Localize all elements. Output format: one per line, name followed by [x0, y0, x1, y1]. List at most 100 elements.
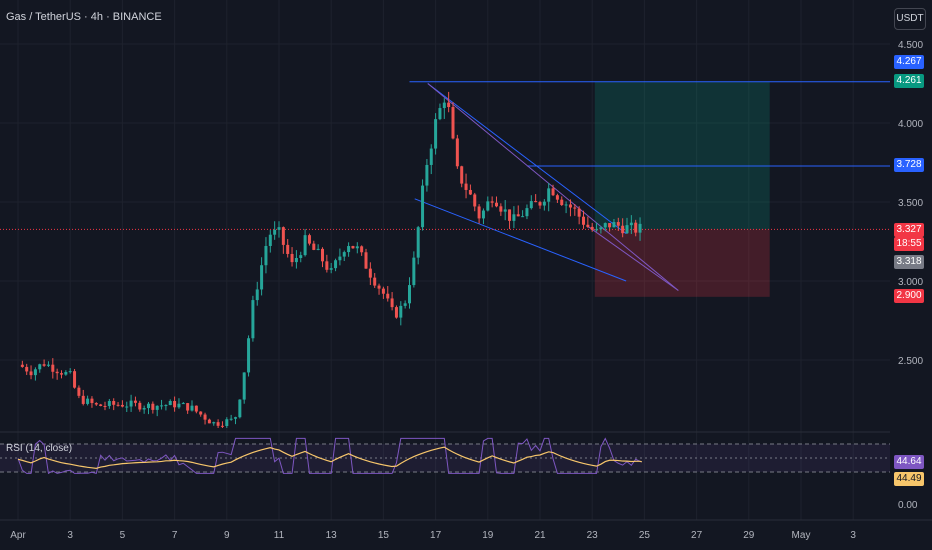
candle-body: [155, 405, 159, 410]
x-tick-label: 23: [587, 530, 599, 541]
candle-body: [103, 405, 107, 407]
candle-body: [542, 201, 546, 206]
candle-body: [125, 406, 129, 408]
candle-body: [142, 408, 146, 410]
candle-body: [555, 195, 559, 200]
x-tick-label: 27: [691, 530, 703, 541]
candle-body: [595, 229, 599, 231]
candle-body: [64, 372, 68, 375]
candle-body: [334, 260, 338, 269]
candle-body: [255, 289, 259, 301]
candle-body: [521, 216, 525, 218]
candle-body: [316, 248, 320, 250]
candle-body: [490, 201, 494, 203]
candle-body: [203, 414, 207, 420]
x-tick-label: 19: [482, 530, 494, 541]
candle-body: [25, 366, 29, 372]
candle-body: [29, 371, 33, 376]
x-tick-label: 21: [534, 530, 546, 541]
candle-body: [20, 364, 24, 367]
candle-body: [160, 405, 164, 407]
x-tick-label: 7: [172, 530, 178, 541]
candle-body: [268, 234, 272, 246]
candle-body: [190, 405, 194, 411]
price-tag-stop: 2.900: [894, 289, 924, 303]
candle-body: [612, 222, 616, 228]
x-tick-label: 15: [378, 530, 390, 541]
price-tag-level: 3.728: [894, 158, 924, 172]
candle-body: [582, 216, 585, 225]
candle-body: [207, 419, 211, 424]
candle-body: [364, 252, 368, 269]
x-tick-label: 29: [743, 530, 755, 541]
wedge-lower-line: [414, 198, 627, 282]
candle-body: [112, 401, 116, 405]
candlestick-series: [20, 91, 642, 428]
candle-body: [577, 208, 581, 217]
candle-body: [277, 227, 281, 230]
y-tick-label: 4.500: [898, 40, 923, 51]
time-axis[interactable]: Apr 3 5 7 9 11 13 15 17 19 21 23 25 27 29 May 3: [0, 519, 932, 541]
position-loss-zone: [594, 229, 770, 297]
x-tick-label: May: [792, 530, 811, 541]
candle-body: [133, 400, 137, 403]
candle-body: [247, 338, 251, 373]
candle-body: [290, 253, 294, 263]
candle-body: [442, 102, 446, 109]
candle-body: [107, 401, 111, 407]
candle-body: [534, 201, 538, 203]
candle-body: [616, 222, 620, 226]
rsi-pane: 0.00: [0, 437, 918, 511]
candle-body: [194, 405, 198, 412]
candle-body: [560, 199, 564, 205]
candle-body: [242, 372, 246, 400]
candle-body: [573, 207, 577, 209]
candle-body: [238, 399, 242, 418]
candle-body: [464, 183, 468, 190]
candle-body: [412, 257, 416, 286]
y-tick-label: 3.000: [898, 277, 923, 288]
candle-body: [603, 223, 607, 228]
candle-body: [438, 108, 442, 120]
candle-body: [86, 398, 90, 404]
trend-drawings[interactable]: [0, 81, 890, 291]
candle-body: [81, 395, 85, 404]
candle-body: [421, 185, 425, 228]
candle-body: [321, 248, 324, 262]
candle-body: [234, 417, 237, 419]
candle-body: [451, 107, 455, 139]
price-tag-countdown: 18:55: [894, 237, 924, 251]
candle-body: [220, 425, 224, 427]
candle-body: [638, 223, 642, 233]
candle-body: [377, 285, 381, 289]
candle-body: [447, 102, 451, 108]
x-tick-label: 25: [639, 530, 651, 541]
long-position-tool[interactable]: [594, 81, 770, 297]
candle-body: [260, 265, 264, 290]
x-tick-label: 3: [67, 530, 73, 541]
candle-body: [564, 204, 568, 206]
candle-body: [303, 235, 307, 256]
candle-body: [547, 188, 551, 202]
candle-body: [373, 277, 377, 286]
candle-body: [151, 403, 155, 410]
candle-body: [181, 403, 185, 405]
candle-body: [460, 166, 464, 184]
candle-body: [477, 206, 481, 219]
candle-body: [177, 403, 181, 408]
price-axis[interactable]: 4.500 4.000 3.500 3.000 2.500: [898, 40, 923, 367]
candle-body: [216, 422, 220, 426]
candle-body: [338, 256, 342, 261]
candle-body: [486, 201, 490, 211]
candle-body: [164, 405, 168, 407]
candle-body: [499, 206, 503, 212]
candle-body: [381, 288, 385, 294]
candle-body: [186, 403, 190, 411]
candle-body: [307, 235, 311, 244]
candle-body: [390, 298, 394, 308]
candle-body: [281, 227, 285, 245]
candle-body: [512, 214, 516, 221]
currency-unit-button[interactable]: USDT: [894, 8, 926, 30]
candle-body: [294, 258, 298, 263]
